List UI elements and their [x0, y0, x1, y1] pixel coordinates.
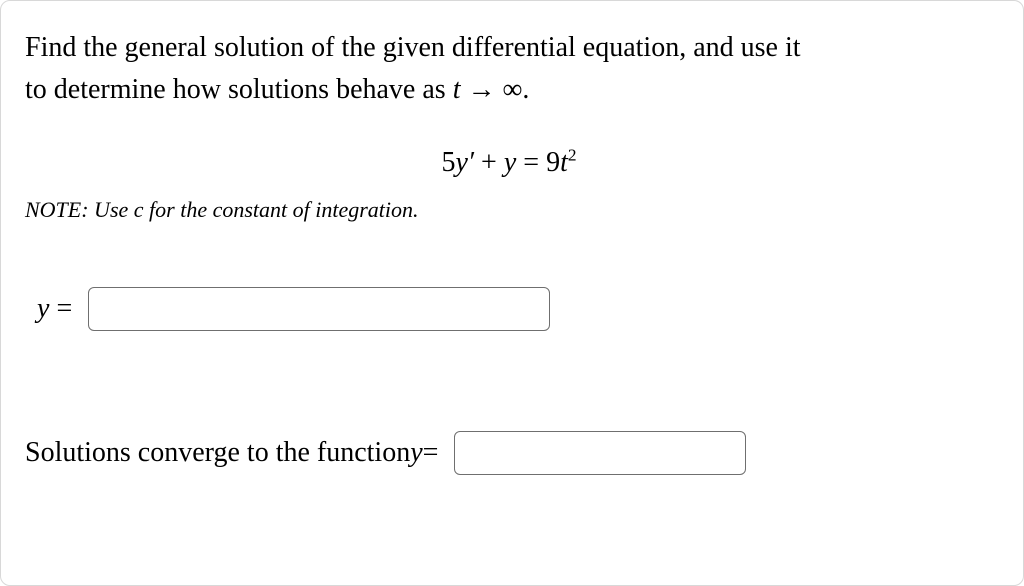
- answer1-eq: =: [49, 293, 72, 324]
- eq-var2: y: [504, 147, 516, 178]
- question-prompt: Find the general solution of the given d…: [25, 27, 993, 111]
- eq-rhs-exp: 2: [568, 146, 577, 165]
- answer2-text: Solutions converge to the function: [25, 437, 410, 469]
- eq-coeff1: 5: [441, 147, 455, 178]
- eq-rhs-var: t: [560, 147, 568, 178]
- prompt-math-arrow: → ∞.: [460, 74, 529, 105]
- equation-display: 5y′ + y = 9t2: [25, 147, 993, 179]
- answer2-eq: =: [423, 437, 439, 469]
- answer-row-1: y =: [37, 287, 993, 331]
- eq-var1: y′: [455, 147, 474, 178]
- answer2-input[interactable]: [454, 431, 746, 475]
- answer1-var: y: [37, 293, 49, 324]
- eq-rhs-coeff: 9: [546, 147, 560, 178]
- answer1-lhs: y =: [37, 293, 72, 325]
- answer2-var: y: [410, 437, 422, 469]
- question-frame: Find the general solution of the given d…: [0, 0, 1024, 586]
- answer1-input[interactable]: [88, 287, 550, 331]
- prompt-line-1: Find the general solution of the given d…: [25, 32, 801, 63]
- eq-equals: =: [516, 147, 546, 178]
- integration-note: NOTE: Use c for the constant of integrat…: [25, 197, 993, 223]
- eq-plus: +: [474, 147, 504, 178]
- answer-row-2: Solutions converge to the function y =: [25, 431, 993, 475]
- prompt-line-2-prefix: to determine how solutions behave as: [25, 74, 453, 105]
